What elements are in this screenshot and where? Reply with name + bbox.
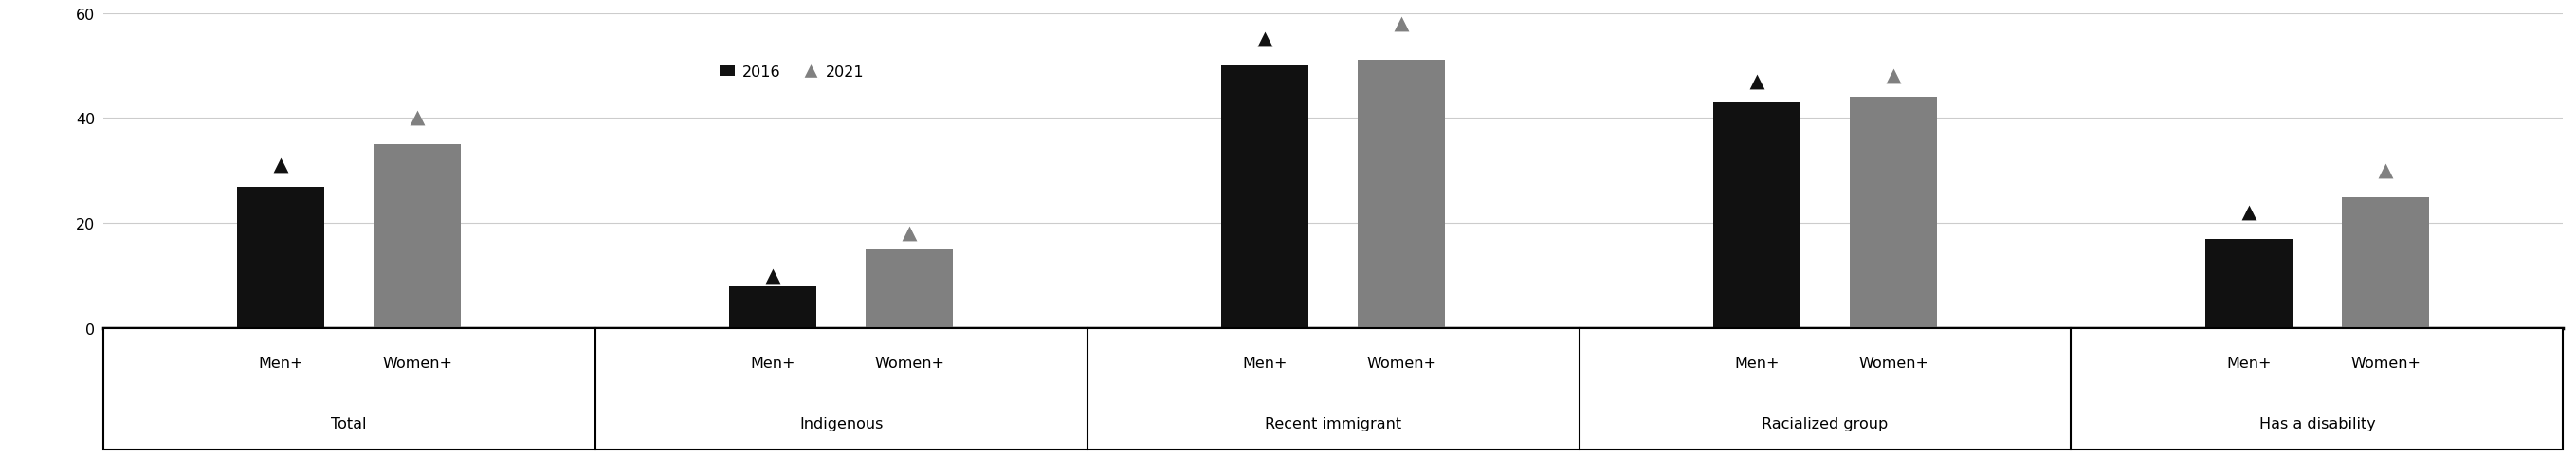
Bar [1221, 66, 1309, 329]
Bar [2205, 240, 2293, 329]
Text: Men+: Men+ [750, 356, 796, 369]
Text: Indigenous: Indigenous [799, 416, 884, 430]
Bar [374, 145, 461, 329]
Text: Men+: Men+ [258, 356, 304, 369]
Bar [1850, 98, 1937, 329]
Text: Women+: Women+ [1857, 356, 1929, 369]
Text: Women+: Women+ [873, 356, 945, 369]
Point [1873, 73, 1914, 80]
Text: Men+: Men+ [1242, 356, 1288, 369]
Point [2365, 168, 2406, 175]
Point [2228, 210, 2269, 217]
Point [1381, 21, 1422, 28]
Bar [866, 250, 953, 329]
Bar [729, 287, 817, 329]
Text: Women+: Women+ [381, 356, 453, 369]
Text: Racialized group: Racialized group [1762, 416, 1888, 430]
Bar [1358, 61, 1445, 329]
Bar [2342, 197, 2429, 329]
Legend: 2016, 2021: 2016, 2021 [714, 59, 871, 85]
Text: Men+: Men+ [1734, 356, 1780, 369]
Point [752, 273, 793, 280]
Point [1244, 36, 1285, 44]
Point [397, 115, 438, 123]
Point [889, 230, 930, 238]
FancyBboxPatch shape [103, 329, 2563, 450]
Point [1736, 78, 1777, 86]
Text: Recent immigrant: Recent immigrant [1265, 416, 1401, 430]
Text: Has a disability: Has a disability [2259, 416, 2375, 430]
Bar [1713, 103, 1801, 329]
Bar [237, 187, 325, 329]
Text: Men+: Men+ [2226, 356, 2272, 369]
Point [260, 162, 301, 170]
Text: Total: Total [332, 416, 366, 430]
Text: Women+: Women+ [2349, 356, 2421, 369]
Text: Women+: Women+ [1365, 356, 1437, 369]
